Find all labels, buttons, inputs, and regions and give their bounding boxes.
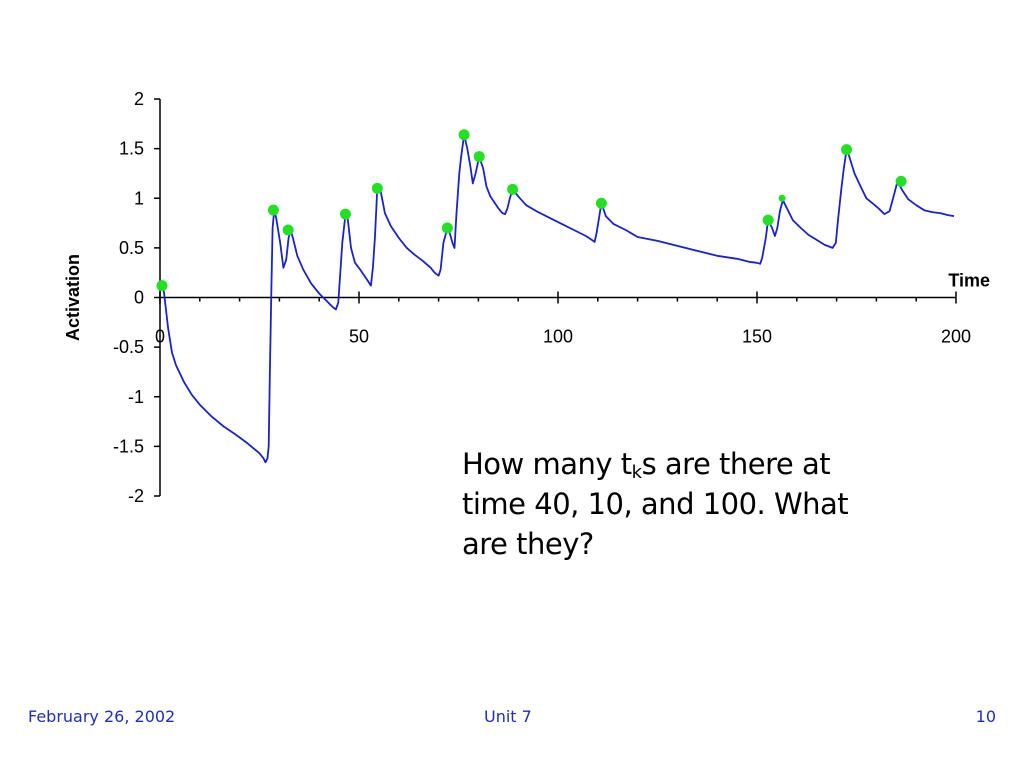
y-tick-label: 1 (134, 188, 144, 208)
y-tick-label: 0.5 (119, 238, 144, 258)
spike-marker (282, 224, 294, 236)
y-axis-title: Activation (63, 254, 83, 341)
spike-marker (595, 197, 607, 209)
x-axis-title: Time (948, 271, 990, 291)
spike-marker (441, 222, 453, 234)
footer-date: February 26, 2002 (28, 707, 176, 726)
x-tick-label: 200 (941, 327, 971, 347)
x-tick-label: 100 (543, 327, 573, 347)
footer-unit: Unit 7 (484, 707, 532, 726)
chart-tick-labels: 2 1.5 1 0.5 0 -0.5 -1 -1.5 -2 0 50 100 150 200 (113, 89, 971, 506)
x-tick-label: 150 (742, 327, 772, 347)
y-tick-label: -0.5 (113, 337, 144, 357)
spike-marker (156, 280, 168, 292)
spike-marker (458, 129, 470, 141)
spike-marker (841, 144, 853, 156)
question-text: How many tks are there at time 40, 10, a… (462, 444, 932, 564)
spike-marker (507, 183, 519, 195)
x-tick-label: 0 (155, 327, 165, 347)
y-tick-label: 0 (134, 288, 144, 308)
y-tick-label: -1 (128, 387, 144, 407)
y-tick-label: 1.5 (119, 139, 144, 159)
spike-marker (778, 194, 786, 202)
spike-marker (762, 214, 774, 226)
question-line1-prefix: How many t (462, 447, 632, 481)
chart-markers (156, 129, 907, 292)
footer-page-number: 10 (975, 707, 996, 726)
question-line2: time 40, 10, and 100. What (462, 487, 849, 521)
spike-marker (371, 182, 383, 194)
x-tick-label: 50 (349, 327, 369, 347)
y-tick-label: -2 (128, 486, 144, 506)
spike-marker (895, 175, 907, 187)
spike-marker (267, 204, 279, 216)
chart-axes (154, 98, 957, 497)
y-tick-label: 2 (134, 89, 144, 109)
question-line3: are they? (462, 527, 594, 561)
question-line1-suffix: s are there at (641, 447, 831, 481)
y-tick-label: -1.5 (113, 436, 144, 456)
question-subscript: k (631, 462, 642, 483)
spike-marker (339, 208, 351, 220)
spike-marker (473, 151, 485, 163)
